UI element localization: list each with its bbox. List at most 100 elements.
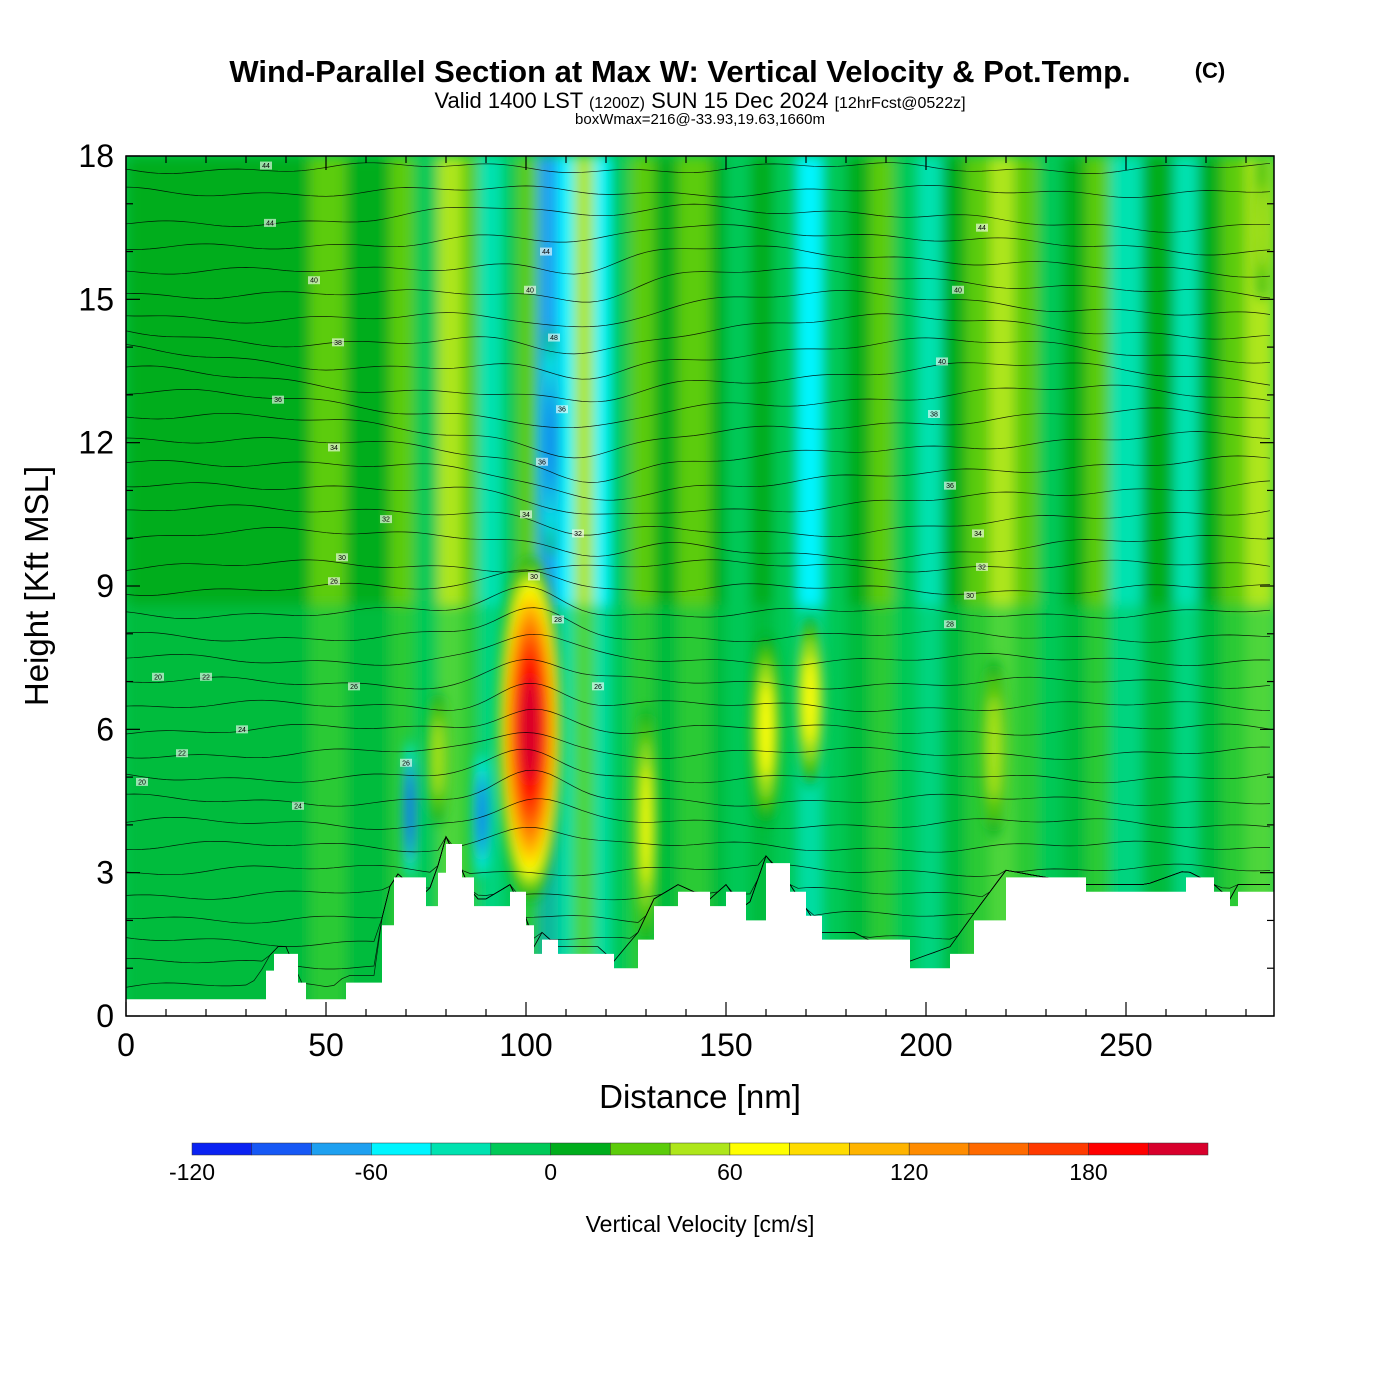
contour-label: 26 xyxy=(594,684,602,691)
contour-label: 34 xyxy=(330,445,338,452)
contour-label: 22 xyxy=(202,674,210,681)
velocity-bands xyxy=(126,156,1275,1016)
x-tick-label: 200 xyxy=(899,1027,952,1063)
contour-label: 28 xyxy=(554,617,562,624)
colorbar-segment xyxy=(610,1143,670,1155)
contour-label: 32 xyxy=(382,517,390,524)
colorbar-segment xyxy=(312,1143,372,1155)
contour-label: 44 xyxy=(978,225,986,232)
y-tick-label: 0 xyxy=(96,998,114,1034)
contour-label: 32 xyxy=(574,531,582,538)
colorbar-tick-label: -60 xyxy=(355,1159,388,1185)
velocity-cell xyxy=(803,658,817,744)
colorbar-segment xyxy=(491,1143,551,1155)
contour-label: 44 xyxy=(542,249,550,256)
colorbar-segment xyxy=(192,1143,252,1155)
velocity-cell xyxy=(759,682,773,778)
colorbar-segment xyxy=(252,1143,312,1155)
x-tick-label: 0 xyxy=(117,1027,135,1063)
colorbar-segment xyxy=(849,1143,909,1155)
contour-label: 26 xyxy=(402,760,410,767)
copyright-mark: (C) xyxy=(1195,58,1226,83)
y-tick-labels: 0 3 6 9 12 15 18 xyxy=(78,138,114,1034)
contour-label: 26 xyxy=(330,579,338,586)
chart-title: Wind-Parallel Section at Max W: Vertical… xyxy=(229,54,1130,89)
velocity-cell xyxy=(987,696,1001,801)
contour-label: 28 xyxy=(946,622,954,629)
x-tick-labels: 0 50 100 150 200 250 xyxy=(117,1027,1153,1063)
contour-label: 20 xyxy=(154,674,162,681)
colorbar-tick-label: 60 xyxy=(717,1159,743,1185)
contour-label: 44 xyxy=(262,163,270,170)
colorbar-segment xyxy=(670,1143,730,1155)
contour-label: 34 xyxy=(522,512,530,519)
figure: Wind-Parallel Section at Max W: Vertical… xyxy=(0,0,1400,1400)
colorbar-tick-label: -120 xyxy=(169,1159,215,1185)
y-tick-label: 12 xyxy=(78,425,114,461)
y-tick-label: 15 xyxy=(78,281,114,317)
y-tick-label: 18 xyxy=(78,138,114,174)
x-tick-label: 50 xyxy=(308,1027,344,1063)
contour-label: 20 xyxy=(138,779,146,786)
colorbar-segment xyxy=(1148,1143,1208,1155)
velocity-cell xyxy=(432,719,444,796)
contour-label: 32 xyxy=(978,564,986,571)
colorbar-segment xyxy=(371,1143,431,1155)
colorbar-tick-label: 180 xyxy=(1069,1159,1107,1185)
contour-label: 22 xyxy=(178,751,186,758)
contour-label: 36 xyxy=(274,397,282,404)
contour-label: 30 xyxy=(338,555,346,562)
colorbar-segment xyxy=(790,1143,850,1155)
contour-label: 26 xyxy=(350,684,358,691)
contour-label: 40 xyxy=(526,287,534,294)
x-axis-title: Distance [nm] xyxy=(599,1078,801,1115)
colorbar-title: Vertical Velocity [cm/s] xyxy=(586,1211,815,1237)
velocity-cell xyxy=(641,765,651,884)
contour-label: 24 xyxy=(238,727,246,734)
forecast-info: [12hrFcst@0522z] xyxy=(835,95,966,112)
contour-label: 30 xyxy=(530,574,538,581)
contour-label: 24 xyxy=(294,803,302,810)
colorbar-tick-label: 0 xyxy=(544,1159,557,1185)
valid-prefix: Valid 1400 LST xyxy=(434,88,582,113)
colorbar-segment xyxy=(969,1143,1029,1155)
box-wmax-line: boxWmax=216@-33.93,19.63,1660m xyxy=(575,111,825,128)
velocity-cell xyxy=(546,391,554,494)
colorbar-tick-label: 120 xyxy=(890,1159,928,1185)
contour-label: 44 xyxy=(266,220,274,227)
velocity-cell xyxy=(520,677,539,781)
valid-utc: (1200Z) xyxy=(589,95,645,112)
contour-label: 30 xyxy=(966,593,974,600)
contour-label: 38 xyxy=(930,412,938,419)
x-tick-label: 250 xyxy=(1099,1027,1152,1063)
y-axis-title: Height [Kft MSL] xyxy=(18,466,55,706)
contour-label: 36 xyxy=(558,407,566,414)
y-tick-label: 9 xyxy=(96,568,114,604)
contour-label: 48 xyxy=(550,335,558,342)
velocity-cell xyxy=(1257,186,1266,269)
contour-label: 40 xyxy=(954,287,962,294)
contour-label: 38 xyxy=(334,340,342,347)
valid-time-line: Valid 1400 LST (1200Z) SUN 15 Dec 2024 [… xyxy=(434,88,965,113)
x-tick-label: 100 xyxy=(499,1027,552,1063)
contour-label: 36 xyxy=(946,483,954,490)
colorbar-segment xyxy=(551,1143,611,1155)
contour-label: 40 xyxy=(938,359,946,366)
valid-date: SUN 15 Dec 2024 xyxy=(651,88,828,113)
contour-label: 36 xyxy=(538,459,546,466)
x-tick-label: 150 xyxy=(699,1027,752,1063)
colorbar-tick-labels: -120 -60 0 60 120 180 xyxy=(169,1159,1108,1185)
contour-label: 40 xyxy=(310,278,318,285)
colorbar xyxy=(192,1143,1208,1155)
colorbar-segment xyxy=(1029,1143,1089,1155)
y-tick-label: 3 xyxy=(96,855,114,891)
contour-label: 34 xyxy=(974,531,982,538)
colorbar-segment xyxy=(1088,1143,1148,1155)
plot-area: 44 44 40 38 36 34 32 30 26 26 24 22 20 22 20 24 26 44 40 48… xyxy=(126,156,1275,1018)
colorbar-segment xyxy=(909,1143,969,1155)
colorbar-segment xyxy=(431,1143,491,1155)
colorbar-segment xyxy=(730,1143,790,1155)
velocity-cell xyxy=(407,779,413,841)
y-tick-label: 6 xyxy=(96,711,114,747)
velocity-cell xyxy=(478,783,486,847)
